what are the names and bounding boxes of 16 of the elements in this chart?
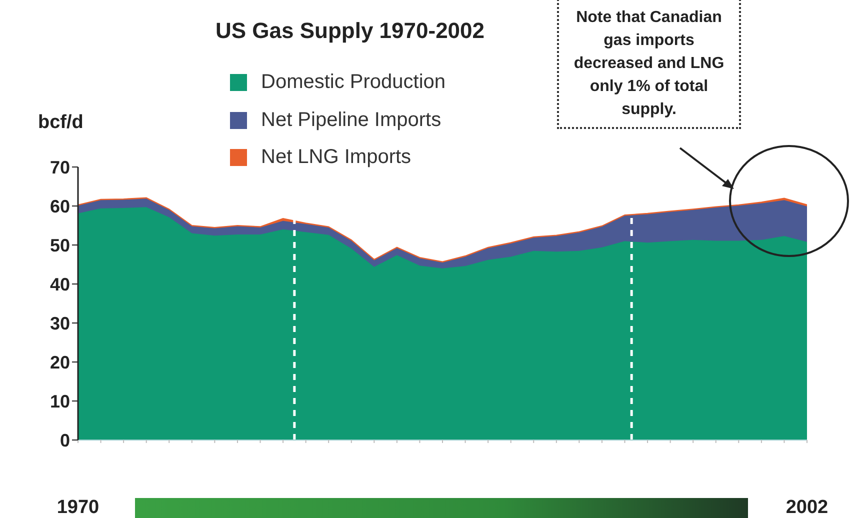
x-tick-label: 2002 (786, 497, 828, 518)
legend-label: Domestic Production (261, 71, 446, 94)
y-tick-label: 20 (50, 352, 70, 372)
y-tick-label: 40 (50, 274, 70, 294)
y-tick-label: 60 (50, 196, 70, 216)
chart-title: US Gas Supply 1970-2002 (214, 18, 486, 44)
text: Note that Canadian gas imports decreased and LNG only 1% of total supply. (557, 0, 741, 129)
y-tick-label: 30 (50, 313, 70, 334)
y-tick-label: 50 (50, 235, 70, 256)
y-tick-label: 0 (60, 430, 70, 450)
y-tick-label: 70 (50, 157, 70, 178)
y-tick-label: 10 (50, 391, 70, 412)
legend-label: Net Pipeline Imports (261, 108, 442, 132)
y-axis-title: bcf/d (38, 112, 84, 134)
legend-label: Net LNG Imports (261, 146, 412, 170)
x-tick-label: 1970 (56, 497, 100, 518)
